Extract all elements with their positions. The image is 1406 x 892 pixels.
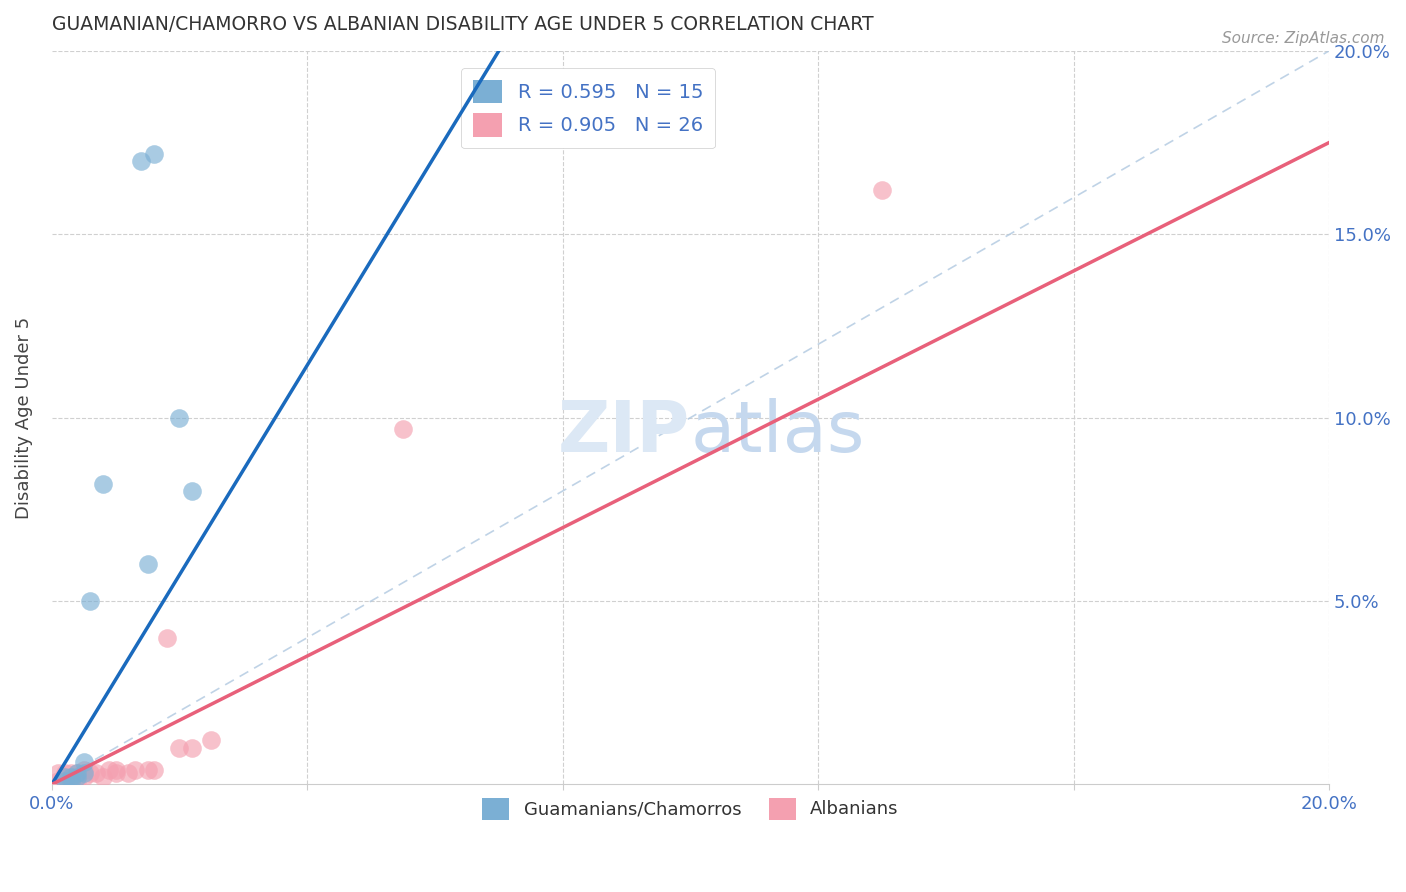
Point	[79, 766, 101, 780]
Point	[66, 770, 89, 784]
Point	[59, 773, 82, 788]
Point	[66, 766, 89, 780]
Point	[66, 766, 89, 780]
Text: ZIP: ZIP	[558, 398, 690, 467]
Point	[66, 773, 89, 788]
Point	[136, 558, 159, 572]
Point	[200, 733, 222, 747]
Point	[181, 483, 204, 498]
Point	[181, 740, 204, 755]
Text: atlas: atlas	[690, 398, 865, 467]
Point	[46, 766, 69, 780]
Point	[136, 763, 159, 777]
Point	[169, 740, 191, 755]
Point	[53, 773, 76, 788]
Point	[142, 146, 165, 161]
Point	[169, 410, 191, 425]
Y-axis label: Disability Age Under 5: Disability Age Under 5	[15, 317, 32, 519]
Point	[53, 770, 76, 784]
Point	[156, 631, 179, 645]
Point	[73, 766, 96, 780]
Point	[53, 766, 76, 780]
Point	[73, 770, 96, 784]
Point	[104, 766, 127, 780]
Point	[73, 763, 96, 777]
Point	[79, 594, 101, 608]
Point	[392, 422, 415, 436]
Point	[73, 756, 96, 770]
Text: Source: ZipAtlas.com: Source: ZipAtlas.com	[1222, 31, 1385, 46]
Text: GUAMANIAN/CHAMORRO VS ALBANIAN DISABILITY AGE UNDER 5 CORRELATION CHART: GUAMANIAN/CHAMORRO VS ALBANIAN DISABILIT…	[52, 15, 873, 34]
Point	[870, 183, 893, 197]
Point	[124, 763, 146, 777]
Point	[142, 763, 165, 777]
Point	[91, 770, 114, 784]
Point	[46, 773, 69, 788]
Point	[59, 766, 82, 780]
Point	[59, 770, 82, 784]
Point	[53, 773, 76, 788]
Point	[117, 766, 139, 780]
Point	[104, 763, 127, 777]
Legend: Guamanians/Chamorros, Albanians: Guamanians/Chamorros, Albanians	[475, 790, 905, 827]
Point	[129, 153, 152, 168]
Point	[59, 770, 82, 784]
Point	[91, 476, 114, 491]
Point	[98, 763, 121, 777]
Point	[86, 766, 108, 780]
